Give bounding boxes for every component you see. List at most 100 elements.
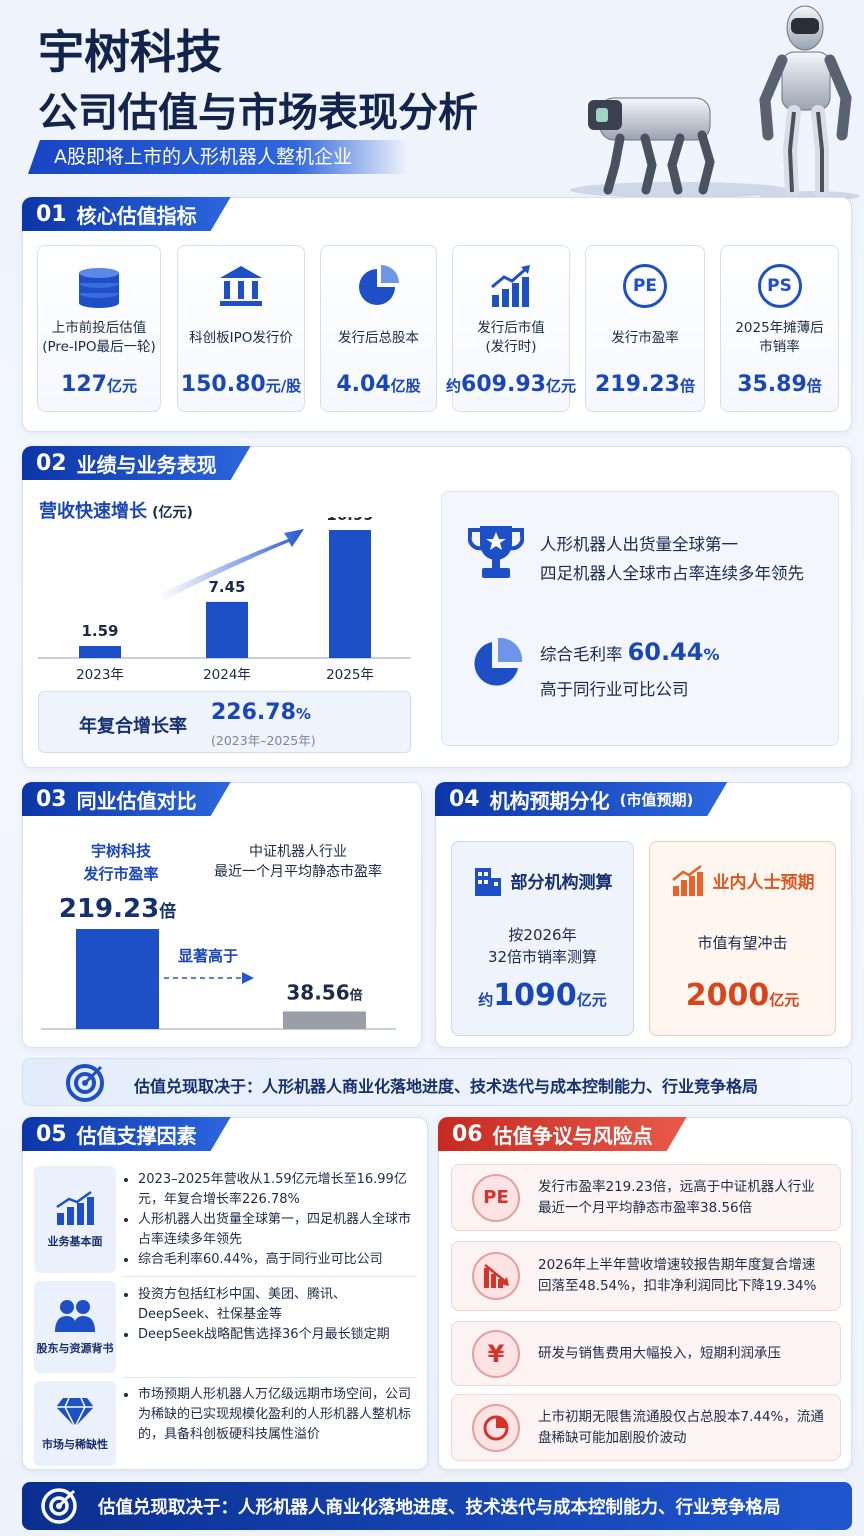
company-value: 219.23 xyxy=(59,894,159,924)
factor-row: 市场与稀缺性 市场预期人形机器人万亿级远期市场空间，公司为稀缺的已实现规模化盈利… xyxy=(34,1381,418,1466)
section-number: 04 xyxy=(449,786,480,812)
bar-label: 7.45 xyxy=(208,578,245,596)
risk-icon xyxy=(472,1252,520,1300)
institution-unit: 亿元 xyxy=(576,991,607,1009)
metric-unit: 亿股 xyxy=(390,377,421,395)
target-icon xyxy=(66,1064,104,1102)
metric-label: 2025年摊薄后 xyxy=(735,320,824,336)
expectations-card: 04 机构预期分化 (市值预期) 部分机构测算 按2026年 32倍市销率测算 约10… xyxy=(435,782,852,1048)
metric-value: 4.04 xyxy=(336,372,391,397)
factor-icon xyxy=(56,1190,94,1225)
risks-card: 06 估值争议与风险点 PE 发行市盈率219.23倍，远高于中证机器人行业最近一个… xyxy=(438,1117,852,1470)
highlights: 人形机器人出货量全球第一四足机器人全球市占率连续多年领先 xyxy=(540,530,804,588)
metric-value: 609.93 xyxy=(461,372,546,397)
risk-item: ¥ 研发与销售费用大幅投入，短期利润承压 xyxy=(451,1321,841,1386)
metric-card: PS 2025年摊薄后 市销率 35.89倍 xyxy=(720,245,839,412)
risk-item: 2026年上半年营收增速较报告期年度复合增速回落至48.54%，扣非净利润同比下… xyxy=(451,1241,841,1311)
section-title: 机构预期分化 xyxy=(489,788,610,813)
valuation-card: 01 核心估值指标 上市前投后估值 (Pre-IPO最后一轮) 127亿元 科创板I… xyxy=(22,197,852,432)
metric-label: (Pre-IPO最后一轮) xyxy=(42,339,156,355)
banner-text: 估值兑现取决于：人形机器人商业化落地进度、技术迭代与成本控制能力、行业竞争格局 xyxy=(134,1077,759,1096)
section-tab: 05 估值支撑因素 xyxy=(22,1117,231,1151)
section-tab: 02 业绩与业务表现 xyxy=(22,446,251,480)
trend-arrow xyxy=(158,529,304,601)
metric-unit: 元/股 xyxy=(265,377,302,395)
peer-value-label: 38.56倍 xyxy=(286,980,362,1004)
institution-value-line: 约1090亿元 xyxy=(452,978,633,1013)
metric-value: 150.80 xyxy=(180,372,266,397)
bar xyxy=(79,646,121,658)
risk-item: PE 发行市盈率219.23倍，远高于中证机器人行业最近一个月平均静态市盈率38.… xyxy=(451,1164,841,1231)
institution-value: 1090 xyxy=(493,978,577,1013)
factor-row: 股东与资源背书 投资方包括红杉中国、美团、腾讯、DeepSeek、社保基金等De… xyxy=(34,1281,418,1373)
section-tab: 01 核心估值指标 xyxy=(22,197,231,231)
factor-box: 市场与稀缺性 xyxy=(34,1381,116,1466)
bullet: 综合毛利率60.44%，高于同行业可比公司 xyxy=(138,1250,420,1270)
metric-card: PE 发行市盈率 219.23倍 xyxy=(585,245,705,412)
metric-unit: 亿元 xyxy=(545,377,576,395)
factor-bullets: 2023–2025年营收从1.59亿元增长至16.99亿元，年复合增长率226.… xyxy=(126,1170,420,1270)
risk-text: 上市初期无限售流通股仅占总股本7.44%，流通盘稀缺可能加剧股价波动 xyxy=(538,1408,824,1446)
bullet: 人形机器人出货量全球第一，四足机器人全球市占率连续多年领先 xyxy=(138,1210,420,1250)
metric-value: 127 xyxy=(61,372,107,397)
company-bar xyxy=(76,929,159,1029)
ps-icon: PS xyxy=(757,264,802,308)
subtitle: 公司估值与市场表现分析 xyxy=(38,90,478,136)
factor-label: 市场与稀缺性 xyxy=(42,1437,108,1451)
robot-illustration xyxy=(570,5,860,200)
risk-text: 2026年上半年营收增速较报告期年度复合增速回落至48.54%，扣非净利润同比下… xyxy=(538,1257,817,1294)
risk-icon: PE xyxy=(472,1173,520,1222)
margin-unit: % xyxy=(703,645,720,664)
highlights-panel: 人形机器人出货量全球第一四足机器人全球市占率连续多年领先 综合毛利率 60.44… xyxy=(441,491,839,746)
metric-label: 发行后总股本 xyxy=(338,329,419,346)
footer-target-icon xyxy=(41,1488,77,1524)
highlight: 人形机器人出货量全球第一 xyxy=(540,535,738,554)
peer-line: 最近一个月平均静态市盈率 xyxy=(214,863,382,880)
section-number: 01 xyxy=(36,201,67,227)
section-title: 同业估值对比 xyxy=(76,788,197,813)
factor-row: 业务基本面 2023–2025年营收从1.59亿元增长至16.99亿元，年复合增… xyxy=(34,1166,418,1273)
bar xyxy=(206,601,248,658)
metric-label: 发行市盈率 xyxy=(611,329,679,346)
category-label: 2023年 xyxy=(76,667,124,683)
cagr-value: 226.78 xyxy=(211,700,296,725)
performance-card: 02 业绩与业务表现 营收快速增长 (亿元) 1.59 2023年 7.45 2024年… xyxy=(22,446,852,768)
company-value-label: 219.23倍 xyxy=(59,894,176,924)
insider-growth-icon xyxy=(671,865,703,896)
section-title: 估值争议与风险点 xyxy=(492,1123,653,1148)
insider-card: 业内人士预期 市值有望冲击 2000亿元 xyxy=(649,841,836,1036)
margin-value: 60.44 xyxy=(627,638,704,666)
factor-icon xyxy=(55,1300,95,1332)
pe-icon: PE xyxy=(623,264,667,308)
margin-pie-icon xyxy=(474,637,523,686)
section-number: 05 xyxy=(36,1121,67,1147)
highlight: 四足机器人全球市占率连续多年领先 xyxy=(540,564,804,583)
factor-label: 业务基本面 xyxy=(47,1234,103,1248)
bullet: 市场预期人形机器人万亿级远期市场空间，公司为稀缺的已实现规模化盈利的人形机器人整… xyxy=(138,1385,420,1445)
peer-value: 38.56 xyxy=(286,980,349,1004)
margin-label: 综合毛利率 xyxy=(540,645,623,664)
comparison-label: 显著高于 xyxy=(178,947,238,965)
banner: 估值兑现取决于：人形机器人商业化落地进度、技术迭代与成本控制能力、行业竞争格局 xyxy=(22,1058,852,1106)
insider-value: 2000 xyxy=(685,978,770,1013)
bar-label: 16.99 xyxy=(326,517,373,524)
peer-line: 中证机器人行业 xyxy=(249,844,347,860)
support-card: 05 估值支撑因素 业务基本面 2023–2025年营收从1.59亿元增长至16.… xyxy=(22,1117,428,1470)
metric-value: 35.89 xyxy=(737,372,807,397)
metric-unit: 倍 xyxy=(679,377,695,395)
category-label: 2024年 xyxy=(203,667,251,683)
insider-line: 市值有望冲击 xyxy=(697,934,788,952)
bank-icon xyxy=(220,266,262,306)
section-title: 估值支撑因素 xyxy=(76,1123,197,1148)
section-subtitle: (市值预期) xyxy=(619,790,694,809)
bullet: 投资方包括红杉中国、美团、腾讯、DeepSeek、社保基金等 xyxy=(138,1285,420,1325)
risk-text: 研发与销售费用大幅投入，短期利润承压 xyxy=(538,1345,781,1361)
cagr-value-line: 226.78% xyxy=(211,700,311,725)
company-line: 宇树科技 xyxy=(91,842,152,860)
category-label: 2025年 xyxy=(326,667,374,683)
metric-card: 上市前投后估值 (Pre-IPO最后一轮) 127亿元 xyxy=(37,245,161,412)
insider-value-line: 2000亿元 xyxy=(650,978,835,1013)
metric-unit: 倍 xyxy=(806,377,822,395)
institution-title: 部分机构测算 xyxy=(510,872,613,893)
